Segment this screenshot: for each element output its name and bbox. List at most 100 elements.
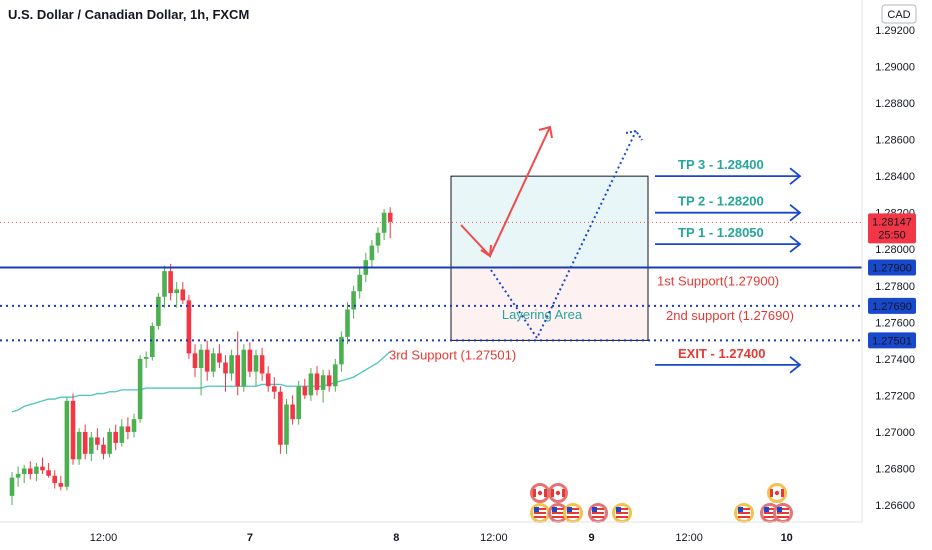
flag-canton (764, 507, 769, 512)
target-arrow: TP 2 - 1.28200 (655, 194, 802, 222)
candle-body (235, 355, 240, 387)
candle-body (46, 470, 51, 476)
price-tick-label: 1.28800 (875, 98, 915, 110)
candle (387, 207, 393, 239)
price-tick-label: 1.26600 (875, 500, 915, 512)
candle (320, 369, 326, 403)
candle-body (125, 426, 131, 432)
candle (89, 431, 94, 462)
red-arrow-head (480, 244, 492, 258)
chart-title: U.S. Dollar / Canadian Dollar, 1h, FXCM (8, 7, 249, 22)
price-tick-label: 1.27200 (875, 390, 915, 402)
flag-band (770, 489, 773, 497)
candle-body (198, 349, 204, 368)
candle (15, 466, 21, 487)
candle (40, 457, 45, 474)
flag-stripe (592, 516, 604, 518)
target-arrow-head (789, 203, 802, 222)
price-tag-bg (868, 259, 916, 276)
candle (272, 377, 277, 400)
maple-leaf (555, 490, 561, 496)
flag-canton (738, 507, 743, 512)
candle (52, 470, 57, 489)
target-arrow: TP 1 - 1.28050 (655, 225, 802, 253)
candle (259, 347, 265, 381)
candle (180, 282, 186, 305)
flag-stripe (534, 508, 546, 510)
price-tick-label: 1.29200 (875, 25, 915, 37)
candle (113, 424, 118, 451)
support-label: 1st Support(1.27900) (657, 274, 779, 289)
candle (150, 322, 155, 361)
candle-body (186, 300, 192, 354)
flag-stripe (567, 508, 579, 510)
price-tick-label: 1.28600 (875, 135, 915, 147)
maple-leaf (537, 490, 543, 496)
candle (223, 355, 228, 392)
target-label: TP 2 - 1.28200 (678, 194, 764, 209)
candle-body (168, 271, 173, 294)
candle (278, 386, 283, 454)
flag-stripe (616, 516, 628, 518)
candle-body (9, 477, 15, 496)
zone-label: Layering Area (502, 307, 583, 322)
target-arrow-head (789, 167, 802, 185)
flag-stripe (534, 516, 546, 518)
candle (76, 428, 82, 465)
candle-body (143, 357, 149, 359)
candle-body (58, 483, 64, 487)
candle-body (150, 325, 155, 358)
flag-stripe (552, 512, 564, 514)
economic-events (530, 483, 793, 523)
price-tick-label: 1.28000 (875, 244, 915, 256)
candle (211, 347, 216, 378)
price-tag-bg (868, 213, 916, 244)
time-tick-label: 10 (781, 532, 793, 544)
currency-label: CAD (887, 9, 910, 21)
candle (235, 331, 240, 396)
flag-stripe (567, 512, 579, 514)
candle-body (64, 400, 70, 487)
flag-stripe (616, 512, 628, 514)
red-arrow-head (538, 125, 553, 139)
price-tag-countdown: 25:50 (878, 229, 906, 241)
price-tick-label: 1.26800 (875, 463, 915, 475)
candle-body (259, 355, 265, 374)
candle-body (21, 468, 27, 474)
time-tick-label: 12:00 (90, 532, 118, 544)
candle (314, 366, 320, 396)
currency-badge[interactable]: CAD (881, 4, 917, 24)
candle (204, 340, 210, 381)
candle-body (253, 355, 259, 372)
candle (345, 302, 350, 345)
target-arrow: EXIT - 1.27400 (655, 346, 802, 374)
profit-zone (450, 175, 649, 268)
candle (101, 437, 106, 460)
us-flag-icon (773, 503, 793, 523)
candle (229, 349, 234, 381)
candle (217, 344, 222, 368)
candle-body (339, 336, 344, 365)
candle-body (174, 289, 179, 294)
candle-body (180, 289, 186, 301)
candle-body (34, 466, 39, 474)
us-flag-icon (734, 503, 754, 523)
candle (339, 331, 344, 372)
price-tick-label: 1.27800 (875, 281, 915, 293)
flag-band (533, 489, 536, 497)
position-box: Layering Area (450, 175, 649, 341)
candle-body (131, 419, 137, 432)
candle (357, 267, 362, 299)
candle-body (89, 437, 94, 454)
candle-body (247, 349, 253, 372)
price-axis[interactable]: 1.292001.290001.288001.286001.284001.282… (875, 25, 915, 512)
candle (253, 349, 259, 387)
canada-flag-icon (530, 483, 550, 503)
time-tick-label: 9 (588, 532, 594, 544)
time-axis[interactable]: 12:00 7 8 12:00 9 12:00 10 (90, 532, 793, 544)
targets: TP 3 - 1.28400 TP 2 - 1.28200 TP 1 - 1.280… (655, 157, 802, 374)
candle (64, 397, 70, 491)
price-tag: 1.27501 (868, 332, 916, 349)
projection-arrows (460, 125, 643, 341)
